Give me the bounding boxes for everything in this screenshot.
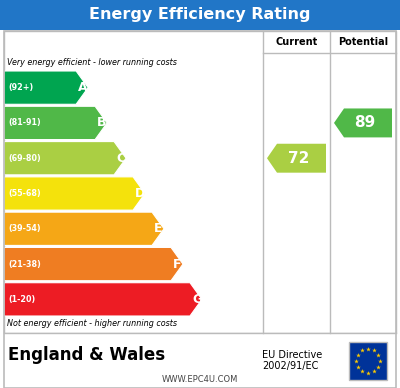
Text: (39-54): (39-54) <box>8 224 41 233</box>
Polygon shape <box>4 71 88 104</box>
Bar <box>349 341 387 379</box>
Text: Not energy efficient - higher running costs: Not energy efficient - higher running co… <box>7 319 177 328</box>
Text: E: E <box>154 222 162 235</box>
Bar <box>4 333 396 388</box>
Text: 72: 72 <box>288 151 309 166</box>
Text: G: G <box>192 293 202 306</box>
Text: 89: 89 <box>354 115 376 130</box>
Text: F: F <box>173 258 182 270</box>
Text: 2002/91/EC: 2002/91/EC <box>262 360 318 371</box>
Bar <box>4 31 396 333</box>
Text: Current: Current <box>275 37 318 47</box>
Text: C: C <box>116 152 125 165</box>
Text: Energy Efficiency Rating: Energy Efficiency Rating <box>89 7 311 23</box>
Polygon shape <box>4 248 183 281</box>
Text: EU Directive: EU Directive <box>262 350 322 360</box>
Text: (81-91): (81-91) <box>8 118 41 127</box>
Text: Very energy efficient - lower running costs: Very energy efficient - lower running co… <box>7 58 177 67</box>
Polygon shape <box>4 283 202 316</box>
Text: D: D <box>135 187 145 200</box>
Polygon shape <box>4 142 126 175</box>
Polygon shape <box>4 212 164 246</box>
Text: Potential: Potential <box>338 37 388 47</box>
Polygon shape <box>334 109 392 137</box>
Bar <box>0 0 400 30</box>
Text: (55-68): (55-68) <box>8 189 41 198</box>
Text: WWW.EPC4U.COM: WWW.EPC4U.COM <box>162 376 238 385</box>
Polygon shape <box>4 177 145 210</box>
Text: (92+): (92+) <box>8 83 33 92</box>
Text: (21-38): (21-38) <box>8 260 41 268</box>
Text: B: B <box>97 116 106 130</box>
Polygon shape <box>4 106 107 140</box>
Text: (69-80): (69-80) <box>8 154 41 163</box>
Text: (1-20): (1-20) <box>8 295 35 304</box>
Polygon shape <box>267 144 326 173</box>
Text: England & Wales: England & Wales <box>8 345 165 364</box>
Text: A: A <box>78 81 88 94</box>
